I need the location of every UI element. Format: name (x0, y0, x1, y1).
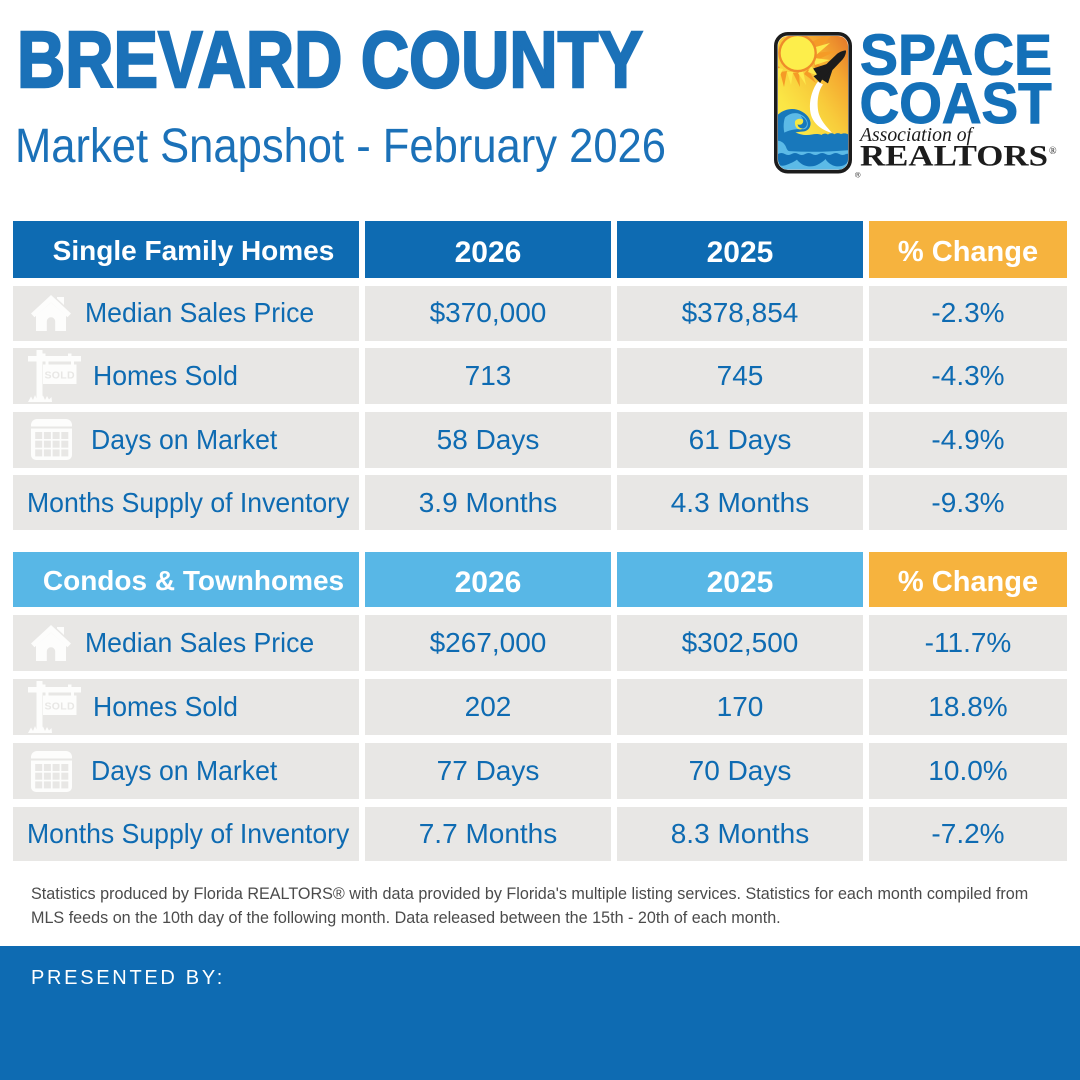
svg-text:SOLD: SOLD (44, 370, 74, 382)
svg-text:COAST: COAST (860, 72, 1052, 136)
svg-text:SOLD: SOLD (44, 701, 74, 713)
svg-text:REALTORS: REALTORS (860, 141, 1048, 173)
svg-text:SPACE: SPACE (860, 25, 1052, 87)
svg-text:®: ® (1049, 146, 1057, 157)
svg-text:Association of: Association of (858, 124, 974, 146)
svg-text:®: ® (855, 171, 861, 180)
